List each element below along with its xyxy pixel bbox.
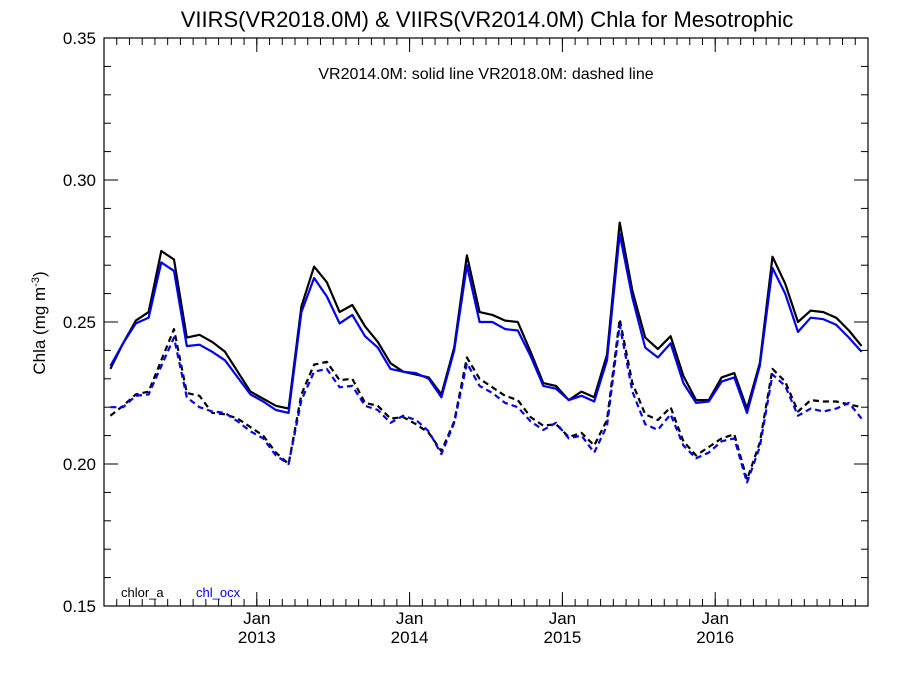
- y-axis-label-main: Chla (mg m: [30, 287, 49, 375]
- y-tick-label: 0.15: [63, 597, 96, 616]
- y-axis-label-close: ): [30, 271, 49, 277]
- series-line-chl-ocx-solid: [109, 232, 863, 414]
- line-style-annotation: VR2014.0M: solid line VR2018.0M: dashed …: [318, 66, 653, 83]
- y-tick-label: 0.25: [63, 313, 96, 332]
- y-tick-label: 0.20: [63, 455, 96, 474]
- legend-chlor-a: chlor_a: [121, 585, 164, 600]
- x-tick-year-label: 2013: [238, 628, 276, 647]
- x-tick-month-label: Jan: [396, 609, 423, 628]
- y-tick-label: 0.30: [63, 171, 96, 190]
- x-tick-year-label: 2016: [696, 628, 734, 647]
- y-axis-label-superscript: -3: [30, 277, 42, 287]
- y-tick-label: 0.35: [63, 29, 96, 48]
- series-lines: [109, 221, 863, 484]
- x-tick-month-label: Jan: [549, 609, 576, 628]
- x-tick-year-label: 2014: [391, 628, 429, 647]
- chart-title: VIIRS(VR2018.0M) & VIIRS(VR2014.0M) Chla…: [181, 7, 794, 32]
- x-tick-year-label: 2015: [543, 628, 581, 647]
- x-tick-month-label: Jan: [243, 609, 270, 628]
- series-line-chlor-a-dashed: [109, 318, 862, 481]
- legend-chl-ocx: chl_ocx: [196, 585, 241, 600]
- series-line-chl-ocx-dashed: [110, 323, 863, 484]
- y-axis: 0.15 0.20 0.25 0.30 0.35: [63, 29, 868, 616]
- x-tick-month-label: Jan: [701, 609, 728, 628]
- y-axis-label: Chla (mg m-3): [30, 271, 49, 374]
- series-line-chlor-a-solid: [109, 221, 863, 410]
